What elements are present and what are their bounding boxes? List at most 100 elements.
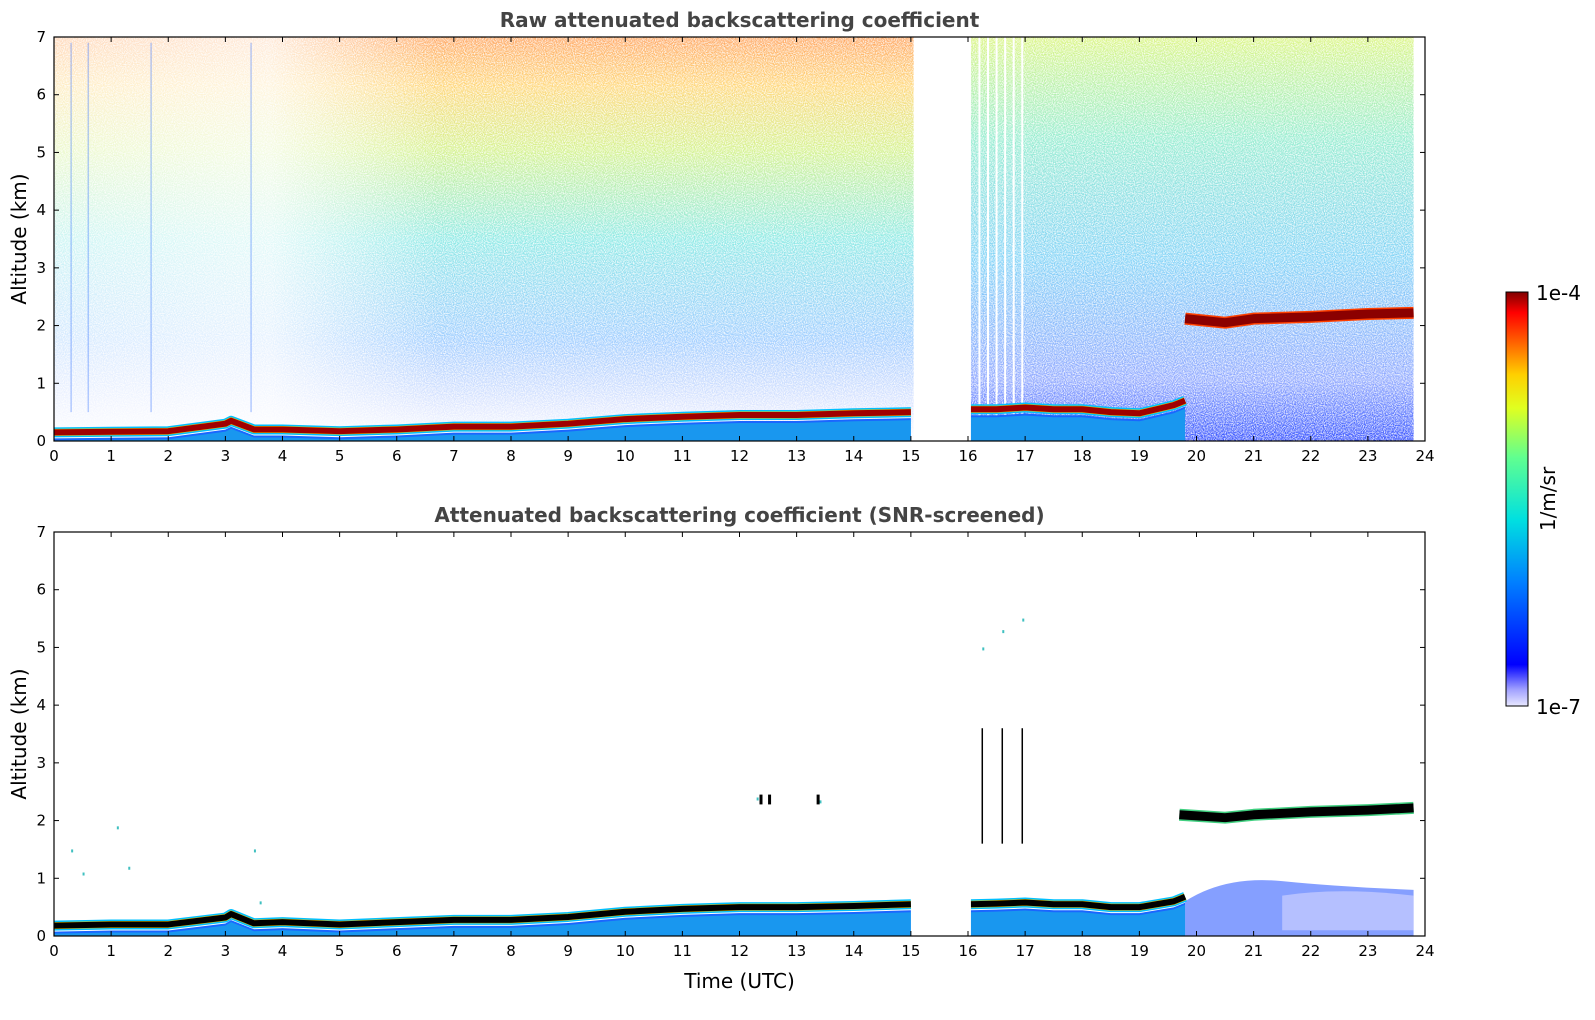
- speckle-point: [259, 901, 262, 905]
- y-tick-label: 2: [36, 317, 46, 335]
- ground-layer-shade: [54, 420, 911, 441]
- noise-fade: [54, 37, 914, 441]
- speckle-point: [756, 797, 759, 801]
- y-tick-label: 3: [36, 754, 46, 772]
- x-tick-label: 8: [506, 447, 516, 465]
- x-tick-label: 9: [563, 942, 573, 960]
- x-tick-label: 9: [563, 447, 573, 465]
- x-tick-label: 13: [787, 447, 806, 465]
- x-tick-label: 13: [787, 942, 806, 960]
- speckle-point: [982, 647, 985, 651]
- x-tick-label: 12: [730, 942, 749, 960]
- colorbar-max-label: 1e-4: [1536, 281, 1581, 305]
- x-tick-label: 5: [335, 447, 345, 465]
- x-tick-label: 18: [1073, 447, 1092, 465]
- x-tick-label: 3: [221, 942, 231, 960]
- x-tick-label: 20: [1187, 942, 1206, 960]
- x-tick-label: 24: [1415, 447, 1434, 465]
- x-axis-label: Time (UTC): [683, 969, 795, 993]
- y-tick-label: 3: [36, 259, 46, 277]
- x-tick-label: 7: [449, 447, 459, 465]
- x-tick-label: 22: [1301, 942, 1320, 960]
- y-tick-label: 5: [36, 638, 46, 656]
- x-tick-label: 1: [106, 447, 116, 465]
- raw-backscatter-panel: Raw attenuated backscattering coefficien…: [7, 8, 1435, 465]
- x-tick-label: 2: [163, 942, 173, 960]
- speckle-point: [71, 849, 74, 853]
- screened-backscatter-panel: Attenuated backscattering coefficient (S…: [7, 503, 1435, 993]
- aerosol-region-faint: [1282, 891, 1414, 931]
- colorbar-unit-label: 1/m/sr: [1536, 466, 1560, 531]
- y-tick-label: 6: [36, 581, 46, 599]
- boundary-layer-top: [53, 409, 911, 436]
- ground-layer-shade: [970, 904, 1186, 936]
- y-tick-label: 1: [36, 869, 46, 887]
- speckle-point: [1022, 618, 1025, 622]
- y-tick-label: 0: [36, 927, 46, 945]
- x-tick-label: 0: [49, 447, 59, 465]
- boundary-layer-top: [970, 397, 1187, 417]
- speckle-point: [128, 866, 131, 870]
- x-tick-label: 6: [392, 942, 402, 960]
- x-tick-label: 19: [1130, 447, 1149, 465]
- boundary-layer-top: [53, 901, 911, 929]
- x-tick-label: 6: [392, 447, 402, 465]
- x-tick-label: 24: [1415, 942, 1434, 960]
- y-tick-label: 5: [36, 143, 46, 161]
- x-tick-label: 14: [844, 447, 863, 465]
- speckle-point: [253, 849, 256, 853]
- x-tick-label: 2: [163, 447, 173, 465]
- x-tick-label: 0: [49, 942, 59, 960]
- colorbar: 1e-4 1e-7 1/m/sr: [1505, 281, 1581, 719]
- raw-heatmap: [53, 37, 1414, 441]
- panel-title-screened: Attenuated backscattering coefficient (S…: [434, 503, 1044, 527]
- x-tick-label: 17: [1016, 447, 1035, 465]
- screened-axes: 0 1 2 3 4 5 6 7 8 9 10 11 12 13 14 15 16 17 18 19 20 21 22 23 24…: [36, 523, 1434, 960]
- speckle-point: [82, 872, 85, 876]
- x-tick-label: 12: [730, 447, 749, 465]
- x-tick-label: 21: [1244, 942, 1263, 960]
- x-tick-label: 11: [673, 942, 692, 960]
- plot-frame: [53, 531, 1426, 937]
- x-tick-label: 21: [1244, 447, 1263, 465]
- y-tick-label: 7: [36, 28, 46, 46]
- y-tick-label: 4: [36, 696, 46, 714]
- y-axis-label-raw: Altitude (km): [7, 173, 31, 304]
- x-tick-label: 10: [616, 942, 635, 960]
- colorbar-gradient: [1505, 291, 1529, 707]
- y-tick-label: 1: [36, 374, 46, 392]
- speckle-point: [1002, 630, 1005, 634]
- small-feature: [759, 794, 763, 805]
- y-tick-label: 2: [36, 812, 46, 830]
- x-tick-label: 14: [844, 942, 863, 960]
- x-tick-label: 5: [335, 942, 345, 960]
- x-tick-label: 22: [1301, 447, 1320, 465]
- speckle-point: [116, 826, 119, 830]
- raw-axes: 0 1 2 3 4 5 6 7 8 9 10 11 12 13 14 15 16 17 18 19 20 21 22 23 24…: [36, 28, 1434, 465]
- x-tick-label: 23: [1358, 942, 1377, 960]
- ground-layer-shade: [970, 408, 1186, 441]
- panel-title-raw: Raw attenuated backscattering coefficien…: [500, 8, 980, 32]
- screened-heatmap: [53, 533, 1414, 936]
- data-gap: [913, 533, 971, 936]
- x-tick-label: 20: [1187, 447, 1206, 465]
- x-tick-label: 3: [221, 447, 231, 465]
- x-tick-label: 16: [958, 447, 977, 465]
- x-tick-label: 11: [673, 447, 692, 465]
- x-tick-label: 4: [278, 942, 288, 960]
- y-axis-label-screened: Altitude (km): [7, 668, 31, 799]
- boundary-layer-top: [970, 893, 1187, 911]
- x-tick-label: 19: [1130, 942, 1149, 960]
- elevated-layer: [1184, 308, 1414, 328]
- x-tick-label: 10: [616, 447, 635, 465]
- small-feature: [768, 794, 772, 805]
- y-tick-label: 0: [36, 432, 46, 450]
- x-tick-label: 18: [1073, 942, 1092, 960]
- small-feature: [816, 794, 820, 805]
- speckle-point: [819, 800, 822, 804]
- x-tick-label: 15: [901, 942, 920, 960]
- x-tick-label: 8: [506, 942, 516, 960]
- y-tick-label: 4: [36, 201, 46, 219]
- x-tick-label: 7: [449, 942, 459, 960]
